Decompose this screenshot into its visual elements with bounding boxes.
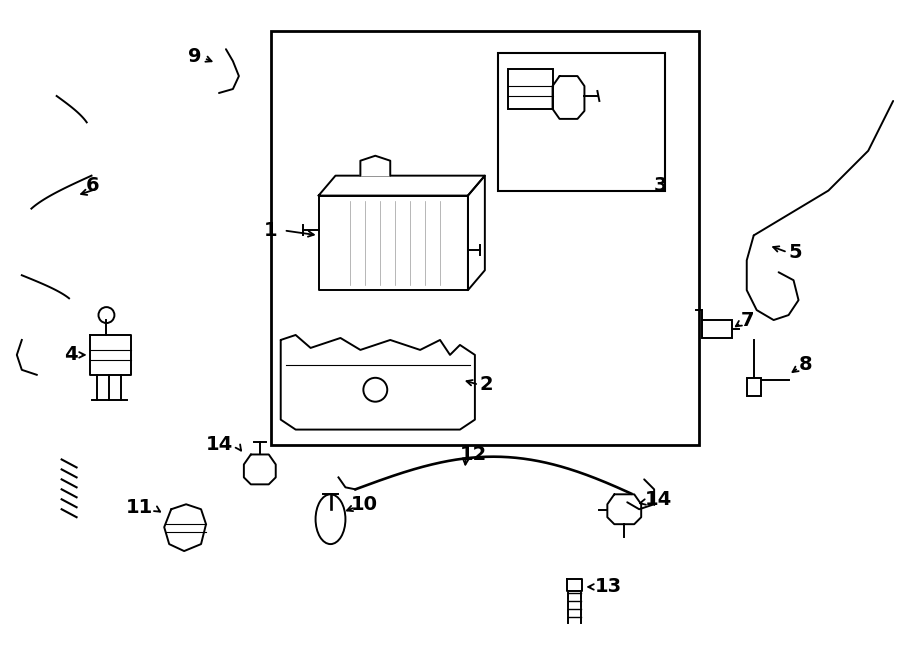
Bar — [498, 53, 665, 190]
Text: 6: 6 — [86, 176, 100, 195]
Text: 3: 3 — [654, 176, 668, 195]
Text: 12: 12 — [460, 445, 487, 464]
Text: 14: 14 — [206, 435, 233, 454]
Text: 9: 9 — [187, 47, 201, 65]
Text: 11: 11 — [126, 498, 153, 517]
Polygon shape — [281, 335, 475, 430]
Text: 5: 5 — [788, 243, 802, 262]
Polygon shape — [164, 504, 206, 551]
Bar — [702, 320, 732, 338]
Text: 13: 13 — [594, 578, 622, 596]
Bar — [508, 69, 553, 109]
Polygon shape — [566, 579, 582, 591]
Polygon shape — [89, 335, 131, 375]
Bar — [271, 31, 699, 444]
Polygon shape — [608, 494, 641, 524]
Polygon shape — [244, 455, 275, 485]
Text: 4: 4 — [64, 346, 77, 364]
Text: 8: 8 — [798, 356, 812, 374]
Text: 7: 7 — [741, 311, 754, 330]
Polygon shape — [360, 156, 391, 176]
Polygon shape — [627, 479, 654, 509]
Polygon shape — [468, 176, 485, 290]
Text: 1: 1 — [264, 221, 278, 240]
Polygon shape — [553, 76, 584, 119]
Polygon shape — [319, 196, 468, 290]
Polygon shape — [319, 176, 485, 196]
Text: 14: 14 — [645, 490, 672, 509]
Text: 2: 2 — [480, 375, 493, 394]
Text: 10: 10 — [350, 495, 377, 514]
Bar — [747, 378, 760, 396]
